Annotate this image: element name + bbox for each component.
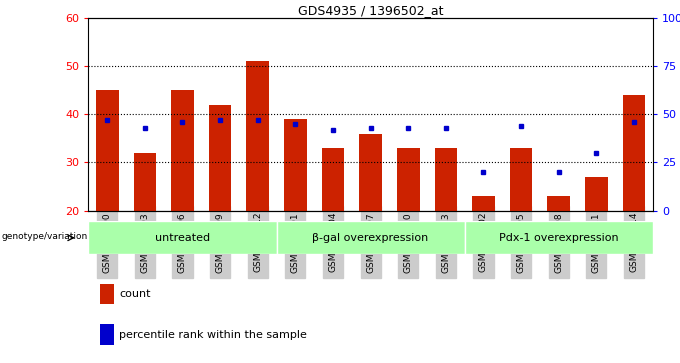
Bar (100, 325, 114, 345)
Bar (100, 284, 114, 304)
Text: percentile rank within the sample: percentile rank within the sample (120, 330, 307, 339)
Bar (464, 221, 653, 254)
Text: count: count (120, 289, 151, 299)
Text: Pdx-1 overexpression: Pdx-1 overexpression (499, 233, 619, 243)
Bar (547, 196, 570, 211)
Bar (585, 177, 608, 211)
Bar (88, 221, 277, 254)
Bar (435, 148, 457, 211)
Bar (322, 148, 344, 211)
Bar (359, 134, 382, 211)
Text: untreated: untreated (155, 233, 210, 243)
Bar (133, 153, 156, 211)
Title: GDS4935 / 1396502_at: GDS4935 / 1396502_at (298, 4, 443, 17)
Bar (472, 196, 495, 211)
Bar (96, 90, 118, 211)
Bar (209, 105, 231, 211)
Text: genotype/variation: genotype/variation (1, 232, 87, 241)
Bar (510, 148, 532, 211)
Bar (623, 95, 645, 211)
Bar (277, 221, 464, 254)
Text: β-gal overexpression: β-gal overexpression (313, 233, 428, 243)
Bar (246, 61, 269, 211)
Bar (397, 148, 420, 211)
Bar (171, 90, 194, 211)
Bar (284, 119, 307, 211)
